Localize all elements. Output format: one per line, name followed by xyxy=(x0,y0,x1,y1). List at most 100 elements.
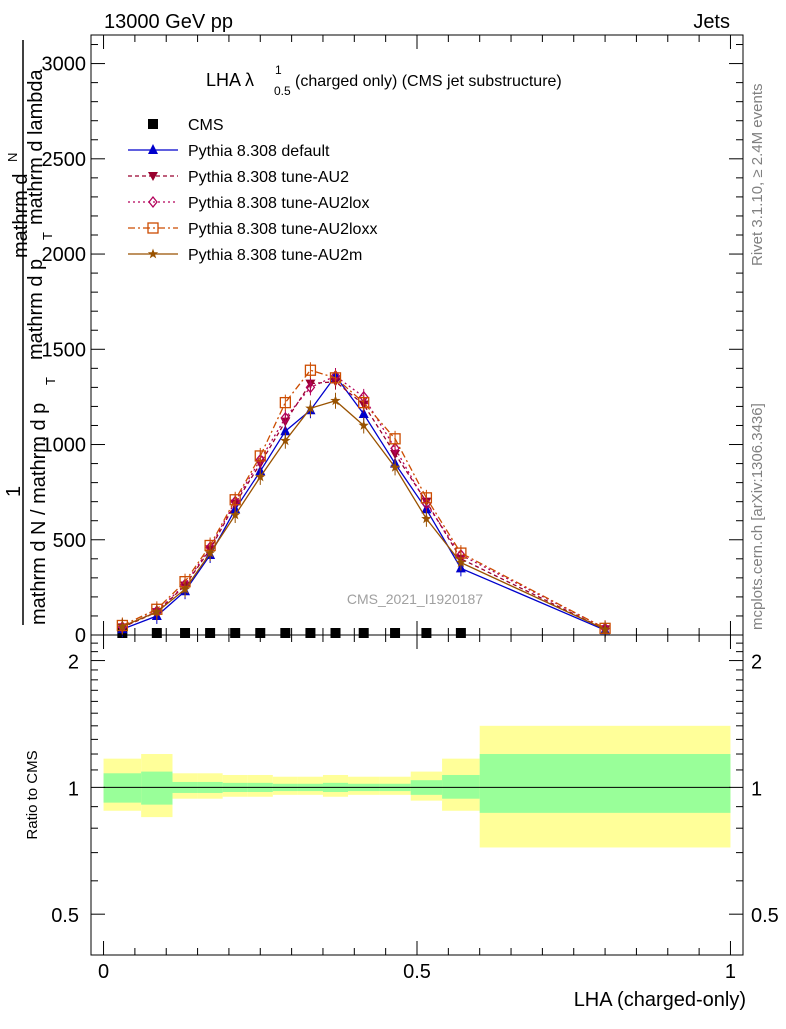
ratio-y-tick-label: 0.5 xyxy=(51,905,79,927)
data-point xyxy=(280,628,291,638)
ratio-y-tick-label: 1 xyxy=(68,778,79,800)
legend-item-3: Pythia 8.308 tune-AU2lox xyxy=(128,195,369,212)
x-tick-label: 1 xyxy=(725,961,736,983)
data-point xyxy=(304,364,317,376)
title-sup: 1 xyxy=(275,63,282,77)
ratio-plot: 0.5 0.5 1 1 2 2 0 0.5 1 Ratio to CMS LHA (charge… xyxy=(24,634,779,1011)
series-line xyxy=(122,369,606,629)
data-point xyxy=(230,509,241,520)
rivet-label: Rivet 3.1.10, ≥ 2.4M events xyxy=(749,84,766,267)
data-point xyxy=(389,433,401,445)
data-point xyxy=(117,620,128,631)
data-point xyxy=(151,628,162,638)
data-point xyxy=(329,372,342,384)
data-point xyxy=(305,628,316,638)
plot-title: LHA λ xyxy=(206,70,254,90)
y-tick-label: 0 xyxy=(75,625,86,647)
data-point xyxy=(358,628,369,638)
ratio-bands xyxy=(103,725,731,848)
data-point xyxy=(421,628,432,638)
legend-item-0: CMS xyxy=(148,117,224,134)
ylabel-bottom-a: mathrm d N / mathrm d p xyxy=(28,403,50,625)
data-point xyxy=(205,628,216,638)
title-main: LHA λ xyxy=(206,70,254,90)
ratio-y-tick-label: 2 xyxy=(68,652,79,674)
data-point xyxy=(280,411,291,424)
legend-label: CMS xyxy=(188,117,224,134)
data-point xyxy=(151,606,163,617)
data-point xyxy=(390,442,400,455)
ylabel-top-b: N xyxy=(5,153,20,162)
legend-marker xyxy=(147,248,159,259)
legend-label: Pythia 8.308 tune-AU2m xyxy=(188,247,362,264)
main-plot: 0 500 1000 1500 2000 2500 3000 CMS_2021_I19201… xyxy=(3,34,744,647)
legend-marker xyxy=(148,172,158,181)
data-point xyxy=(255,471,266,482)
x-axis-label: LHA (charged-only) xyxy=(574,989,746,1011)
data-point xyxy=(455,628,466,638)
header-left: 13000 GeV pp xyxy=(104,11,233,33)
legend-item-1: Pythia 8.308 default xyxy=(128,143,330,160)
data-point xyxy=(179,583,191,594)
band-stat xyxy=(141,771,173,805)
y-tick-label: 1000 xyxy=(42,435,87,457)
band-stat xyxy=(479,754,731,813)
legend: CMS Pythia 8.308 default Pythia 8.308 tune… xyxy=(128,117,377,264)
data-point xyxy=(420,492,433,504)
ylabel-top-d: T xyxy=(40,232,55,240)
y-tick-label: 2000 xyxy=(42,244,87,266)
y-tick-label: 1500 xyxy=(42,339,87,361)
data-point xyxy=(390,628,401,638)
data-point xyxy=(180,628,191,638)
legend-marker xyxy=(148,119,158,129)
ylabel-top-a: mathrm d xyxy=(10,174,32,258)
ylabel-one: 1 xyxy=(3,486,25,497)
data-point xyxy=(204,547,216,558)
main-series xyxy=(116,362,611,639)
data-point xyxy=(389,461,401,472)
ylabel-bottom-b: T xyxy=(43,377,58,385)
data-point xyxy=(305,402,316,413)
legend-label: Pythia 8.308 tune-AU2lox xyxy=(188,195,369,212)
watermark: CMS_2021_I1920187 xyxy=(347,591,483,607)
legend-marker xyxy=(148,195,158,209)
legend-label: Pythia 8.308 default xyxy=(188,143,330,160)
data-point xyxy=(280,425,291,436)
series-5 xyxy=(117,392,611,638)
title-rest: (charged only) (CMS jet substructure) xyxy=(295,73,562,90)
legend-item-2: Pythia 8.308 tune-AU2 xyxy=(128,169,349,186)
main-axis-ticks: 0 500 1000 1500 2000 2500 3000 xyxy=(42,35,743,647)
y-tick-label: 3000 xyxy=(42,54,87,76)
x-tick-label: 0.5 xyxy=(403,961,431,983)
data-point xyxy=(279,396,291,409)
data-point xyxy=(421,513,432,524)
legend-label: Pythia 8.308 tune-AU2 xyxy=(188,169,349,186)
ylabel-top-c: mathrm d p xyxy=(25,259,47,360)
ylabel-top-e: mathrm d lambda xyxy=(25,69,47,225)
data-point xyxy=(358,408,369,419)
y-tick-label: 500 xyxy=(53,530,86,552)
band-stat xyxy=(442,774,480,799)
main-ylabel: mathrm d N mathrm d p T mathrm d lambda … xyxy=(3,40,58,625)
ratio-y-tick-label-right: 0.5 xyxy=(751,905,779,927)
data-point xyxy=(255,453,266,466)
data-point xyxy=(254,450,266,462)
legend-item-5: Pythia 8.308 tune-AU2m xyxy=(128,247,362,264)
legend-marker xyxy=(147,222,159,234)
data-point xyxy=(305,381,316,394)
ratio-y-tick-label-right: 2 xyxy=(751,652,762,674)
data-point xyxy=(280,435,291,446)
data-point xyxy=(358,420,369,430)
y-tick-label: 2500 xyxy=(42,149,87,171)
band-stat xyxy=(103,773,142,803)
legend-item-4: Pythia 8.308 tune-AU2loxx xyxy=(128,221,377,238)
data-point xyxy=(230,628,241,638)
data-point xyxy=(229,494,241,506)
mcplots-label: mcplots.cern.ch [arXiv:1306.3436] xyxy=(749,403,766,630)
data-point xyxy=(330,628,341,638)
legend-label: Pythia 8.308 tune-AU2loxx xyxy=(188,221,377,238)
data-point xyxy=(330,395,341,406)
legend-marker xyxy=(148,144,158,154)
ratio-ylabel: Ratio to CMS xyxy=(24,750,41,839)
